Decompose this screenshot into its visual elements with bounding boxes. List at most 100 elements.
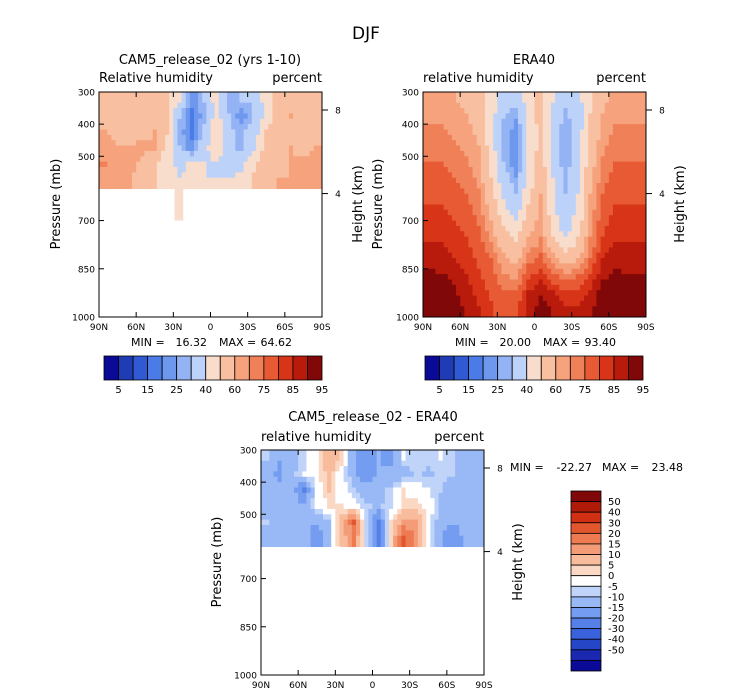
heat-cell — [305, 156, 311, 163]
heat-cell — [497, 236, 503, 243]
heat-cell — [600, 156, 606, 163]
heat-cell — [563, 183, 569, 190]
heat-cell — [177, 183, 183, 190]
heat-cell — [637, 124, 643, 131]
panel-diff-right-label: percent — [434, 430, 484, 445]
heat-cell — [629, 252, 635, 259]
heat-cell — [144, 150, 150, 157]
heat-cell — [347, 530, 353, 537]
heat-cell — [497, 268, 503, 275]
heat-cell — [456, 247, 461, 254]
heat-cell — [288, 172, 294, 179]
heat-cell — [355, 514, 361, 521]
heat-cell — [284, 161, 290, 168]
heat-cell — [563, 247, 569, 254]
heat-cell — [480, 129, 486, 136]
heat-cell — [600, 242, 606, 248]
heat-cell — [417, 460, 423, 467]
heat-cell — [243, 134, 249, 141]
heat-cell — [260, 129, 265, 136]
heat-cell — [546, 274, 552, 281]
heat-cell — [140, 102, 146, 109]
heat-cell — [431, 140, 436, 147]
heat-cell — [471, 503, 477, 510]
heat-cell — [384, 530, 390, 537]
heat-cell — [99, 172, 104, 179]
heat-cell — [559, 263, 565, 270]
heat-cell — [559, 129, 565, 136]
heat-cell — [604, 97, 610, 104]
heat-cell — [301, 129, 307, 136]
heat-cell — [435, 124, 441, 131]
heat-cell — [592, 188, 598, 195]
heat-cell — [251, 177, 257, 184]
heat-cell — [501, 252, 507, 259]
heat-cell — [339, 525, 345, 531]
heat-cell — [427, 161, 432, 168]
heat-cell — [625, 209, 631, 216]
heat-cell — [567, 167, 573, 173]
heat-cell — [555, 204, 560, 211]
heat-cell — [261, 530, 266, 537]
heat-cell — [468, 167, 474, 173]
heat-cell — [173, 124, 179, 131]
heat-cell — [513, 102, 519, 109]
heat-cell — [343, 492, 349, 499]
heat-cell — [423, 193, 428, 200]
heat-cell — [210, 129, 216, 136]
heat-cell — [588, 193, 593, 200]
heat-cell — [364, 476, 369, 483]
heat-cell — [600, 129, 606, 136]
heat-cell — [484, 231, 490, 238]
heat-cell — [401, 460, 407, 467]
heat-cell — [493, 258, 498, 265]
heat-cell — [571, 183, 577, 190]
heat-cell — [127, 140, 133, 147]
heat-cell — [447, 279, 453, 286]
heat-cell — [327, 487, 332, 494]
heat-cell — [260, 92, 265, 98]
heat-cell — [641, 167, 646, 173]
heat-cell — [214, 167, 220, 173]
heat-cell — [559, 225, 565, 232]
heat-cell — [127, 102, 133, 109]
heat-cell — [480, 311, 486, 317]
heat-cell — [505, 134, 511, 141]
heat-cell — [451, 306, 457, 313]
heat-cell — [551, 199, 556, 206]
heat-cell — [451, 167, 457, 173]
heat-cell — [198, 177, 203, 184]
heat-cell — [127, 172, 133, 179]
heat-cell — [575, 199, 581, 206]
heat-cell — [579, 183, 585, 190]
heat-cell — [99, 167, 104, 173]
heat-cell — [455, 460, 460, 467]
heat-cell — [423, 242, 428, 248]
heat-cell — [468, 295, 474, 302]
heat-cell — [276, 145, 282, 152]
heat-cell — [542, 161, 548, 168]
heat-cell — [608, 150, 614, 157]
heat-cell — [156, 150, 162, 157]
heat-cell — [575, 150, 581, 157]
heat-cell — [455, 471, 460, 478]
heat-cell — [621, 247, 626, 254]
heat-cell — [435, 300, 441, 307]
heat-cell — [322, 525, 328, 531]
heat-cell — [317, 172, 322, 179]
heat-cell — [551, 102, 556, 109]
heat-cell — [103, 118, 108, 125]
heat-cell — [592, 108, 598, 115]
heat-cell — [567, 252, 573, 259]
heat-cell — [522, 108, 527, 115]
heat-cell — [629, 193, 635, 200]
heat-cell — [464, 167, 470, 173]
heat-cell — [347, 487, 353, 494]
heat-cell — [501, 300, 507, 307]
heat-cell — [464, 284, 470, 291]
heat-cell — [202, 167, 207, 173]
heat-cell — [621, 290, 626, 297]
heat-cell — [489, 92, 494, 98]
heat-cell — [144, 183, 150, 190]
heat-cell — [563, 204, 569, 211]
